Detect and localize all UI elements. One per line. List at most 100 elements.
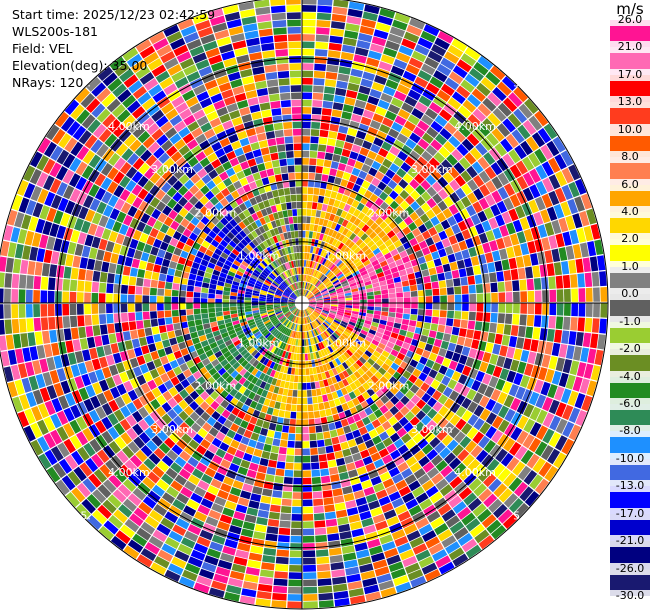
velocity-gate [132, 157, 145, 171]
velocity-gate [438, 280, 447, 288]
velocity-gate [270, 445, 280, 454]
velocity-gate [425, 303, 433, 310]
velocity-gate [460, 170, 472, 183]
velocity-gate [237, 253, 246, 261]
velocity-gate [233, 556, 248, 566]
velocity-gate [229, 174, 239, 184]
velocity-gate [186, 303, 193, 310]
velocity-gate [194, 342, 203, 351]
velocity-gate [291, 107, 302, 114]
velocity-gate [327, 138, 337, 147]
velocity-gate [199, 529, 214, 541]
velocity-gate [309, 330, 314, 338]
velocity-gate [136, 355, 146, 366]
velocity-gate [180, 25, 197, 37]
velocity-gate [302, 34, 315, 42]
velocity-gate [369, 88, 382, 99]
velocity-gate [390, 65, 405, 77]
velocity-gate [385, 79, 399, 90]
velocity-gate [529, 422, 542, 437]
velocity-gate [294, 316, 298, 324]
velocity-gate [182, 132, 195, 144]
colorbar-tick-label: 2.0 [610, 233, 650, 246]
velocity-gate [235, 233, 244, 242]
velocity-gate [264, 332, 272, 339]
velocity-gate [351, 291, 359, 295]
velocity-gate [170, 480, 183, 492]
velocity-gate [378, 496, 391, 507]
velocity-gate [293, 291, 298, 298]
velocity-gate [136, 111, 150, 125]
velocity-gate [285, 329, 291, 336]
velocity-gate [107, 194, 119, 208]
velocity-gate [307, 194, 313, 202]
velocity-gate [399, 329, 407, 337]
velocity-gate [252, 149, 262, 158]
velocity-gate [381, 264, 390, 272]
velocity-gate [86, 494, 102, 509]
velocity-gate [454, 303, 462, 311]
velocity-gate [303, 579, 317, 587]
velocity-gate [375, 389, 385, 399]
velocity-gate [490, 282, 498, 293]
velocity-gate [374, 75, 387, 85]
velocity-gate [375, 331, 383, 338]
velocity-gate [199, 97, 213, 109]
velocity-gate [444, 271, 453, 280]
velocity-gate [473, 405, 485, 417]
velocity-gate [305, 290, 309, 297]
velocity-gate [426, 126, 439, 139]
velocity-gate [444, 489, 458, 503]
velocity-gate [126, 402, 138, 414]
velocity-gate [333, 146, 343, 156]
velocity-gate [402, 286, 410, 292]
velocity-gate [502, 514, 518, 530]
velocity-gate [216, 130, 228, 141]
velocity-gate [344, 238, 352, 247]
velocity-gate [398, 220, 408, 230]
velocity-gate [379, 280, 387, 287]
velocity-gate [252, 271, 260, 278]
velocity-gate [337, 291, 345, 296]
velocity-gate [417, 438, 429, 450]
velocity-gate [453, 526, 469, 541]
velocity-gate [276, 364, 282, 372]
velocity-gate [302, 252, 305, 260]
velocity-gate [171, 254, 180, 263]
velocity-gate [249, 52, 263, 61]
velocity-gate [331, 333, 338, 341]
velocity-gate [460, 276, 468, 286]
velocity-gate [143, 353, 153, 363]
velocity-gate [506, 246, 515, 259]
velocity-gate [311, 107, 322, 115]
velocity-gate [30, 151, 43, 168]
velocity-gate [594, 239, 604, 256]
velocity-gate [451, 269, 460, 279]
velocity-gate [496, 355, 506, 368]
velocity-gate [126, 427, 138, 441]
velocity-gate [97, 66, 114, 82]
velocity-gate [238, 385, 247, 395]
velocity-gate [211, 274, 219, 281]
velocity-gate [26, 318, 34, 332]
velocity-gate [336, 314, 343, 319]
velocity-gate [317, 248, 323, 256]
velocity-gate [218, 154, 229, 165]
velocity-gate [313, 290, 320, 296]
velocity-gate [60, 212, 71, 227]
velocity-gate [193, 308, 201, 315]
velocity-gate [397, 108, 411, 120]
velocity-gate [279, 218, 286, 226]
velocity-gate [174, 474, 187, 486]
velocity-gate [360, 78, 373, 88]
velocity-gate [308, 275, 313, 283]
velocity-gate [476, 82, 491, 97]
colorbar-unit: m/s [616, 0, 644, 18]
velocity-gate [88, 473, 102, 488]
velocity-gate [274, 295, 281, 299]
velocity-gate [223, 57, 237, 68]
velocity-gate [136, 374, 147, 386]
velocity-gate [247, 318, 255, 324]
velocity-gate [257, 264, 264, 271]
velocity-gate [478, 435, 491, 449]
